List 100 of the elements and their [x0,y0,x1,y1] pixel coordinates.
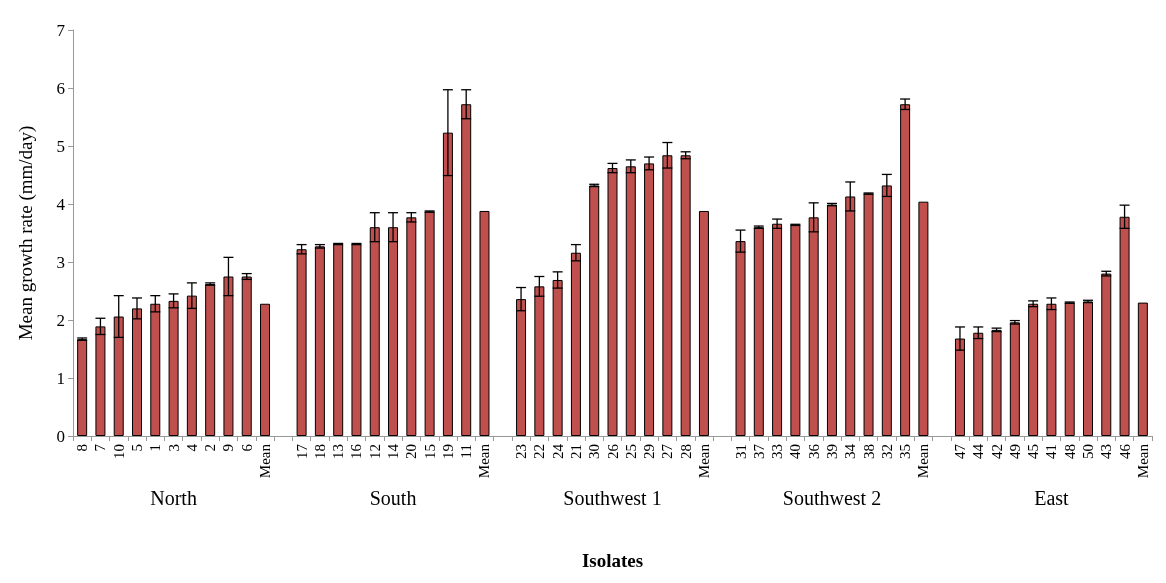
x-tick-label: 34 [842,443,859,459]
x-tick-label: 5 [129,444,146,452]
text: South [369,487,417,509]
bar [260,303,271,436]
x-tick-label: 17 [293,443,310,459]
bar [1009,322,1020,436]
x-axis-title: Isolates [581,550,644,571]
bar [77,339,88,436]
bar [900,104,911,436]
y-tick-label: 3 [56,252,65,272]
x-tick-label: 32 [878,444,895,459]
x-tick-label: Mean [915,443,932,479]
x-tick-label: 25 [622,444,639,459]
bar [1101,273,1112,436]
x-tick-label: 39 [823,444,840,459]
x-tick-label: 9 [220,444,237,452]
x-tick-label: 21 [567,444,584,459]
x-tick-label: 19 [439,444,456,459]
y-tick-label: 6 [56,78,65,98]
x-tick-label: 41 [1043,444,1060,459]
y-tick-label: 5 [56,136,65,156]
bar [296,249,307,436]
bar [351,244,362,436]
x-tick-label: 22 [531,444,548,459]
x-tick-label: 44 [970,443,987,459]
y-tick-label: 7 [56,20,66,40]
x-tick-label: 7 [92,443,109,452]
bar [698,210,709,436]
x-tick-label: 35 [897,444,914,459]
bar [424,211,435,436]
bar [406,217,417,436]
bar [241,276,252,436]
y-tick-label: 4 [56,194,66,214]
text: North [150,487,197,509]
x-tick-label: 20 [403,444,420,459]
y-tick-label: 1 [56,368,65,388]
x-tick-label: 28 [677,444,694,459]
bar [479,210,490,436]
x-tick-label: 26 [604,443,621,459]
text: Southwest 1 [563,487,662,509]
x-tick-label: 31 [732,444,749,459]
x-tick-label: 47 [951,443,968,459]
x-tick-label: Mean [1134,443,1151,479]
x-tick-label: 10 [110,444,127,459]
x-tick-label: 36 [805,443,822,459]
x-tick-label: 50 [1079,444,1096,459]
x-tick-label: 1 [147,444,164,452]
x-tick-label: Mean [695,443,712,479]
bar [1064,302,1075,436]
x-tick-label: 37 [750,443,767,459]
x-tick-label: 4 [183,443,200,452]
bar [1028,303,1039,436]
y-tick-label: 2 [56,310,65,330]
bar [918,201,929,436]
x-tick-label: 6 [238,443,255,452]
x-tick-label: 24 [549,443,566,459]
x-tick-label: 46 [1116,443,1133,459]
x-tick-label: Mean [257,443,274,479]
bar [589,185,600,436]
x-tick-label: Mean [476,443,493,479]
x-tick-label: 27 [659,443,676,459]
x-tick-label: 33 [769,444,786,459]
bar [863,193,874,436]
y-tick-label: 0 [56,426,65,446]
bar [973,332,984,436]
bar [826,204,837,436]
x-tick-label: 3 [165,444,182,452]
bar [772,223,783,436]
x-tick-label: 12 [366,444,383,459]
x-tick-label: 48 [1061,444,1078,459]
bar [333,244,344,436]
bar [1082,301,1093,436]
x-tick-label: 23 [513,444,530,459]
bar [790,224,801,436]
x-tick-label: 18 [311,444,328,459]
bar [991,329,1002,436]
x-tick-label: 45 [1025,444,1042,459]
bar [314,246,325,436]
bar [607,168,618,436]
x-tick-label: 13 [330,444,347,459]
x-tick-label: 14 [385,443,402,459]
x-tick-label: 43 [1098,444,1115,459]
x-tick-label: 2 [202,444,219,452]
x-tick-label: 15 [421,444,438,459]
text: East [1034,487,1070,509]
x-tick-label: 8 [74,444,91,452]
bar [753,227,764,436]
x-tick-label: 40 [787,444,804,459]
x-tick-label: 49 [1006,444,1023,459]
bar [1137,302,1148,436]
text: Southwest 2 [782,487,882,509]
x-tick-label: 38 [860,444,877,459]
x-tick-label: 29 [641,444,658,459]
x-tick-label: 16 [348,443,365,459]
x-tick-label: 42 [988,444,1005,459]
y-axis-title: Mean growth rate (mm/day) [15,125,37,341]
x-tick-label: 11 [458,444,475,459]
x-tick-label: 30 [586,444,603,459]
bar [1046,303,1057,436]
bar [205,284,216,436]
